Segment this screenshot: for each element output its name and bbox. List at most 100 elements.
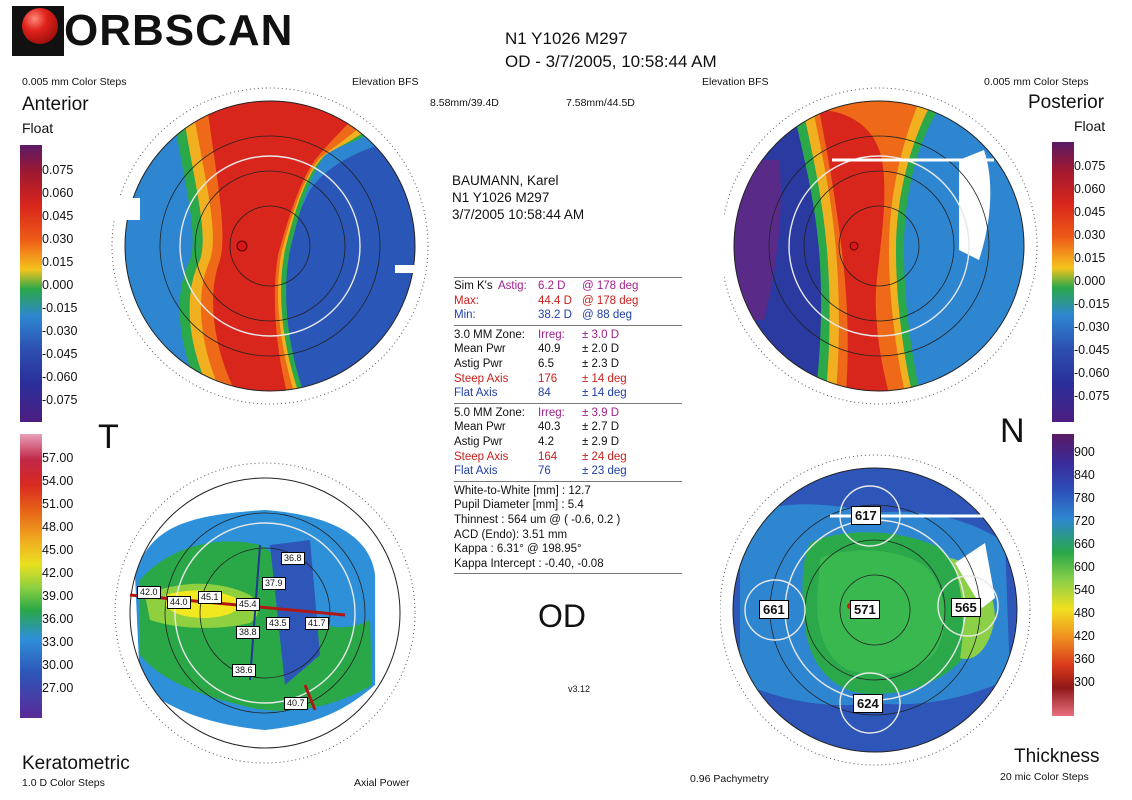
zone3-row-pm: ± 14 deg: [582, 372, 627, 385]
scale-label: -0.015: [42, 301, 78, 315]
scale-label: 57.00: [42, 451, 74, 465]
patient-id: N1 Y1026 M297: [452, 190, 550, 205]
posterior-elevation-map: [724, 87, 1038, 405]
scale-label: -0.075: [1074, 389, 1110, 403]
kappa-intercept: Kappa Intercept : -0.40, -0.08: [454, 557, 604, 570]
anterior-steps: 0.005 mm Color Steps: [22, 76, 127, 88]
zone3-row-label: Steep Axis: [454, 372, 509, 385]
zone5-row-value: 164: [538, 450, 558, 463]
divider: [454, 573, 682, 575]
scale-label: -0.075: [42, 393, 78, 407]
scale-label: 0.060: [42, 186, 74, 200]
zone5-irreg-value: ± 3.9 D: [582, 406, 619, 419]
zone3-label: 3.0 MM Zone:: [454, 328, 525, 341]
simk-min-label: Min:: [454, 309, 476, 322]
eye-label: OD: [538, 598, 586, 634]
scale-label: 0.015: [42, 255, 74, 269]
zone5-row-label: Astig Pwr: [454, 435, 503, 448]
patient-name: BAUMANN, Karel: [452, 173, 559, 188]
zone5-row-value: 40.3: [538, 421, 561, 434]
anterior-scale-labels: 0.075 0.060 0.045 0.030 0.015 0.000 -0.0…: [42, 159, 77, 412]
scale-label: 0.030: [1074, 228, 1106, 242]
pachymetry-inferior: 624: [853, 694, 883, 713]
scale-label: 660: [1074, 537, 1095, 551]
scale-label: 300: [1074, 675, 1095, 689]
divider: [454, 277, 682, 278]
zone5-label: 5.0 MM Zone:: [454, 406, 525, 419]
header-eye-date: OD - 3/7/2005, 10:58:44 AM: [505, 52, 717, 71]
scale-label: 0.045: [1074, 205, 1106, 219]
simk-max-value: 44.4 D: [538, 294, 572, 307]
zone3-irreg-value: ± 3.0 D: [582, 328, 619, 341]
pachymetry-nasal: 565: [951, 598, 981, 617]
scale-label: 900: [1074, 445, 1095, 459]
kappa: Kappa : 6.31° @ 198.95°: [454, 543, 582, 556]
keratometric-power-map: [114, 462, 416, 764]
posterior-scale-labels: 0.075 0.060 0.045 0.030 0.015 0.000 -0.0…: [1074, 155, 1109, 408]
analysis-panel: Sim K's Astig: 6.2 D @ 178 deg Max: 44.4…: [454, 277, 682, 576]
anterior-scale-bar: [20, 145, 42, 422]
bfs-left: 8.58mm/39.4D: [430, 97, 499, 109]
zone3-irreg-label: Irreg:: [538, 328, 565, 341]
scale-label: 0.075: [1074, 159, 1106, 173]
zone5-row: Astig Pwr 4.2 ± 2.9 D: [454, 435, 682, 450]
k-value: 45.1: [198, 591, 222, 604]
temporal-label: T: [98, 418, 119, 456]
scale-label: 0.000: [42, 278, 74, 292]
pupil-diameter: Pupil Diameter [mm] : 5.4: [454, 499, 584, 512]
k-value: 42.0: [137, 586, 161, 599]
logo-sphere-icon: [22, 8, 58, 44]
scale-label: 0.045: [42, 209, 74, 223]
zone3-row-pm: ± 2.0 D: [582, 343, 619, 356]
posterior-title: Posterior: [1028, 92, 1105, 113]
simk-label: Sim K's: [454, 280, 493, 292]
zone5-row-pm: ± 24 deg: [582, 450, 627, 463]
scale-label: 36.00: [42, 612, 74, 626]
divider: [454, 480, 682, 482]
header-id: N1 Y1026 M297: [505, 29, 628, 48]
zone5-row: Flat Axis 76 ± 23 deg: [454, 464, 682, 479]
zone5-row-pm: ± 23 deg: [582, 465, 627, 478]
zone5-row: 5.0 MM Zone: Irreg: ± 3.9 D: [454, 406, 682, 421]
posterior-subtitle: Float: [1074, 118, 1106, 134]
zone3-row-label: Astig Pwr: [454, 357, 503, 370]
thickness-steps: 20 mic Color Steps: [1000, 771, 1089, 783]
thinnest: Thinnest : 564 um @ ( -0.6, 0.2 ): [454, 513, 621, 526]
k-value: 38.6: [232, 664, 256, 677]
scale-label: 45.00: [42, 543, 74, 557]
simk-astig-axis: @ 178 deg: [582, 280, 639, 292]
scale-label: 780: [1074, 491, 1095, 505]
thickness-scale-labels: 900 840 780 720 660 600 540 480 420 360 …: [1074, 441, 1095, 694]
keratometric-steps: 1.0 D Color Steps: [22, 777, 105, 789]
anterior-title: Anterior: [22, 94, 89, 115]
scale-label: -0.015: [1074, 297, 1110, 311]
posterior-map-type: Elevation BFS: [702, 76, 769, 88]
bfs-right: 7.58mm/44.5D: [566, 97, 635, 109]
anterior-subtitle: Float: [22, 120, 54, 136]
zone3-row-pm: ± 2.3 D: [582, 357, 619, 370]
scale-label: -0.030: [42, 324, 78, 338]
pachymetry-center: 571: [850, 600, 880, 619]
simk-row: Min: 38.2 D @ 88 deg: [454, 308, 682, 323]
zone3-row-pm: ± 14 deg: [582, 387, 627, 400]
k-value: 40.7: [284, 697, 308, 710]
pachymetry-superior: 617: [851, 506, 881, 525]
simk-max-axis: @ 178 deg: [582, 294, 639, 307]
scale-label: -0.045: [42, 347, 78, 361]
zone3-row: Astig Pwr 6.5 ± 2.3 D: [454, 357, 682, 372]
scale-label: 0.015: [1074, 251, 1106, 265]
zone3-row-label: Mean Pwr: [454, 343, 506, 356]
simk-row: Max: 44.4 D @ 178 deg: [454, 294, 682, 309]
scale-label: 54.00: [42, 474, 74, 488]
simk-row: Sim K's Astig: 6.2 D @ 178 deg: [454, 279, 682, 294]
keratometric-scale-bar: [20, 434, 42, 718]
zone3-row: Mean Pwr 40.9 ± 2.0 D: [454, 342, 682, 357]
simk-astig-value: 6.2 D: [538, 280, 566, 292]
scale-label: -0.045: [1074, 343, 1110, 357]
anterior-map-type: Elevation BFS: [352, 76, 419, 88]
k-value: 45.4: [236, 598, 260, 611]
zone3-row: 3.0 MM Zone: Irreg: ± 3.0 D: [454, 328, 682, 343]
simk-min-value: 38.2 D: [538, 309, 572, 322]
scale-label: -0.060: [1074, 366, 1110, 380]
scale-label: 720: [1074, 514, 1095, 528]
